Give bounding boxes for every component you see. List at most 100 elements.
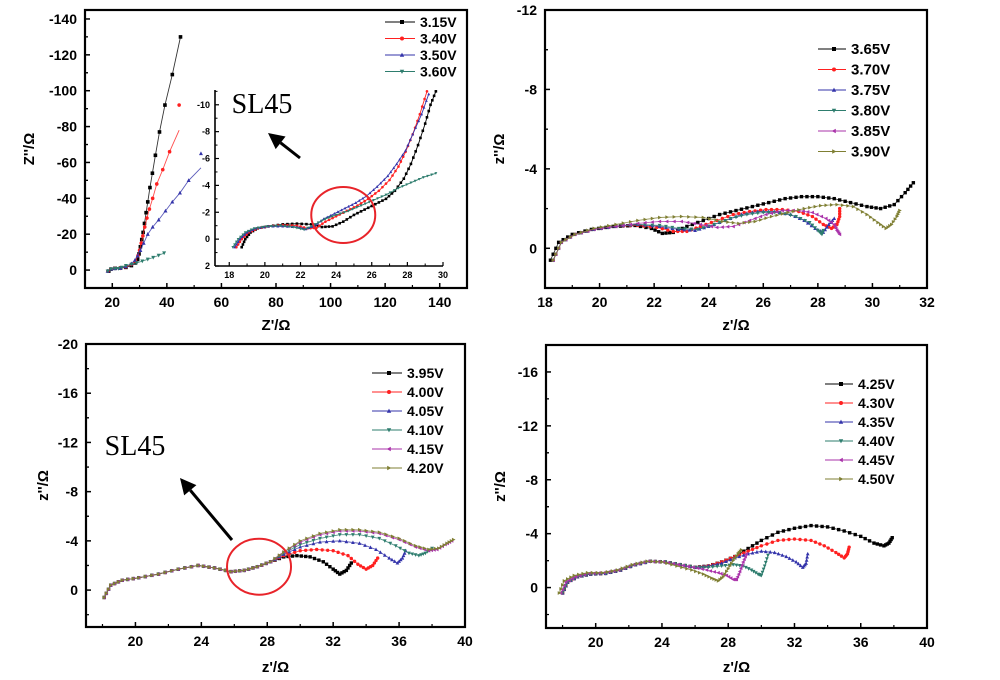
data-point xyxy=(765,542,769,546)
data-point xyxy=(344,527,349,532)
data-point xyxy=(665,561,669,566)
data-point xyxy=(701,218,705,223)
data-point xyxy=(750,544,755,548)
data-point xyxy=(750,547,755,552)
data-point xyxy=(621,223,625,228)
data-point xyxy=(758,208,763,212)
data-point xyxy=(824,203,829,208)
data-point xyxy=(794,195,798,200)
inset-data-point xyxy=(324,225,327,229)
data-point xyxy=(260,563,264,567)
data-point xyxy=(759,544,764,548)
data-point xyxy=(827,196,831,200)
panel-top-left: 20 40 60 80 100 120 1400-20-40-60-80-100-120-1… xyxy=(21,8,469,334)
inset-data-point xyxy=(411,132,415,136)
data-point xyxy=(892,202,896,207)
data-point xyxy=(723,218,727,223)
data-point xyxy=(573,232,578,237)
data-point xyxy=(798,537,802,542)
arrow-shaft xyxy=(189,489,234,541)
data-point xyxy=(570,232,574,237)
data-point xyxy=(572,573,577,578)
legend: 3.65V 3.70V 3.75V 3.80V 3.85V 3.90V xyxy=(818,41,890,161)
data-point xyxy=(774,210,779,214)
inset-data-point xyxy=(309,224,313,228)
data-point xyxy=(710,576,714,581)
legend-label: 3.60V xyxy=(420,64,457,80)
data-point xyxy=(728,557,733,562)
data-point xyxy=(723,572,727,576)
data-point xyxy=(837,206,842,211)
data-point xyxy=(331,539,336,543)
data-point xyxy=(150,196,155,201)
data-point xyxy=(764,557,769,561)
inset-data-point xyxy=(392,189,396,192)
series-line xyxy=(552,212,824,261)
data-point xyxy=(344,533,349,537)
data-point xyxy=(664,224,668,229)
data-point xyxy=(797,208,801,212)
inset-data-point xyxy=(363,202,367,206)
data-point xyxy=(141,234,145,238)
inset-data-point xyxy=(327,225,331,228)
inset-data-point xyxy=(404,148,408,152)
y-tick-label: -20 xyxy=(58,336,78,352)
inset-data-point xyxy=(243,231,247,234)
data-point xyxy=(621,221,626,226)
data-point xyxy=(745,206,749,210)
data-point xyxy=(854,202,858,206)
inset-data-point xyxy=(341,220,345,223)
inset-data-point xyxy=(234,240,238,244)
inset-x-tick-label: 22 xyxy=(295,270,305,280)
data-point xyxy=(298,543,303,547)
y-axis-label: Z''/Ω xyxy=(21,133,38,166)
data-point xyxy=(837,217,841,221)
panel-top-right: 18 20 22 24 26 28 30 320-4-8-12z'/Ωz''/Ω3.65V3.… xyxy=(491,2,935,334)
data-point xyxy=(734,208,738,213)
data-point xyxy=(826,218,831,223)
legend-item: 3.60V xyxy=(385,64,457,80)
inset-data-point xyxy=(245,235,249,239)
data-point xyxy=(273,556,277,561)
series-3.40V xyxy=(106,103,181,273)
data-point xyxy=(763,560,768,565)
inset-data-point xyxy=(367,200,371,204)
data-point xyxy=(255,564,260,569)
data-point xyxy=(403,538,407,543)
data-point xyxy=(814,217,818,221)
data-point xyxy=(628,222,633,227)
data-point xyxy=(785,208,790,213)
data-point xyxy=(314,547,319,552)
data-point xyxy=(331,529,336,533)
data-point xyxy=(106,587,111,592)
data-point xyxy=(570,576,575,581)
inset-data-point xyxy=(290,222,294,226)
data-point xyxy=(817,220,822,224)
data-point xyxy=(247,567,251,572)
data-point xyxy=(156,572,161,576)
data-point xyxy=(906,187,910,192)
data-point xyxy=(697,570,702,575)
inset-data-point xyxy=(234,242,238,246)
data-point xyxy=(856,207,860,212)
data-point xyxy=(102,595,107,600)
legend: 4.25V 4.30V 4.35V 4.40V 4.45V 4.50V xyxy=(825,376,895,487)
data-point xyxy=(790,558,795,562)
data-point xyxy=(781,529,786,533)
data-point xyxy=(562,578,567,583)
inset-data-point xyxy=(329,213,333,217)
data-point xyxy=(585,570,590,575)
data-point xyxy=(119,265,124,270)
data-point xyxy=(796,561,801,566)
inset-data-point xyxy=(424,99,428,102)
y-tick-label: -12 xyxy=(518,418,538,434)
inset-data-point xyxy=(395,162,399,166)
inset-data-point xyxy=(318,224,321,227)
data-point xyxy=(599,225,604,229)
data-point xyxy=(698,222,703,227)
data-point xyxy=(346,553,350,558)
x-tick-label: 20 xyxy=(588,634,604,650)
data-point xyxy=(393,544,398,548)
data-point xyxy=(805,210,810,214)
data-point xyxy=(847,531,852,535)
